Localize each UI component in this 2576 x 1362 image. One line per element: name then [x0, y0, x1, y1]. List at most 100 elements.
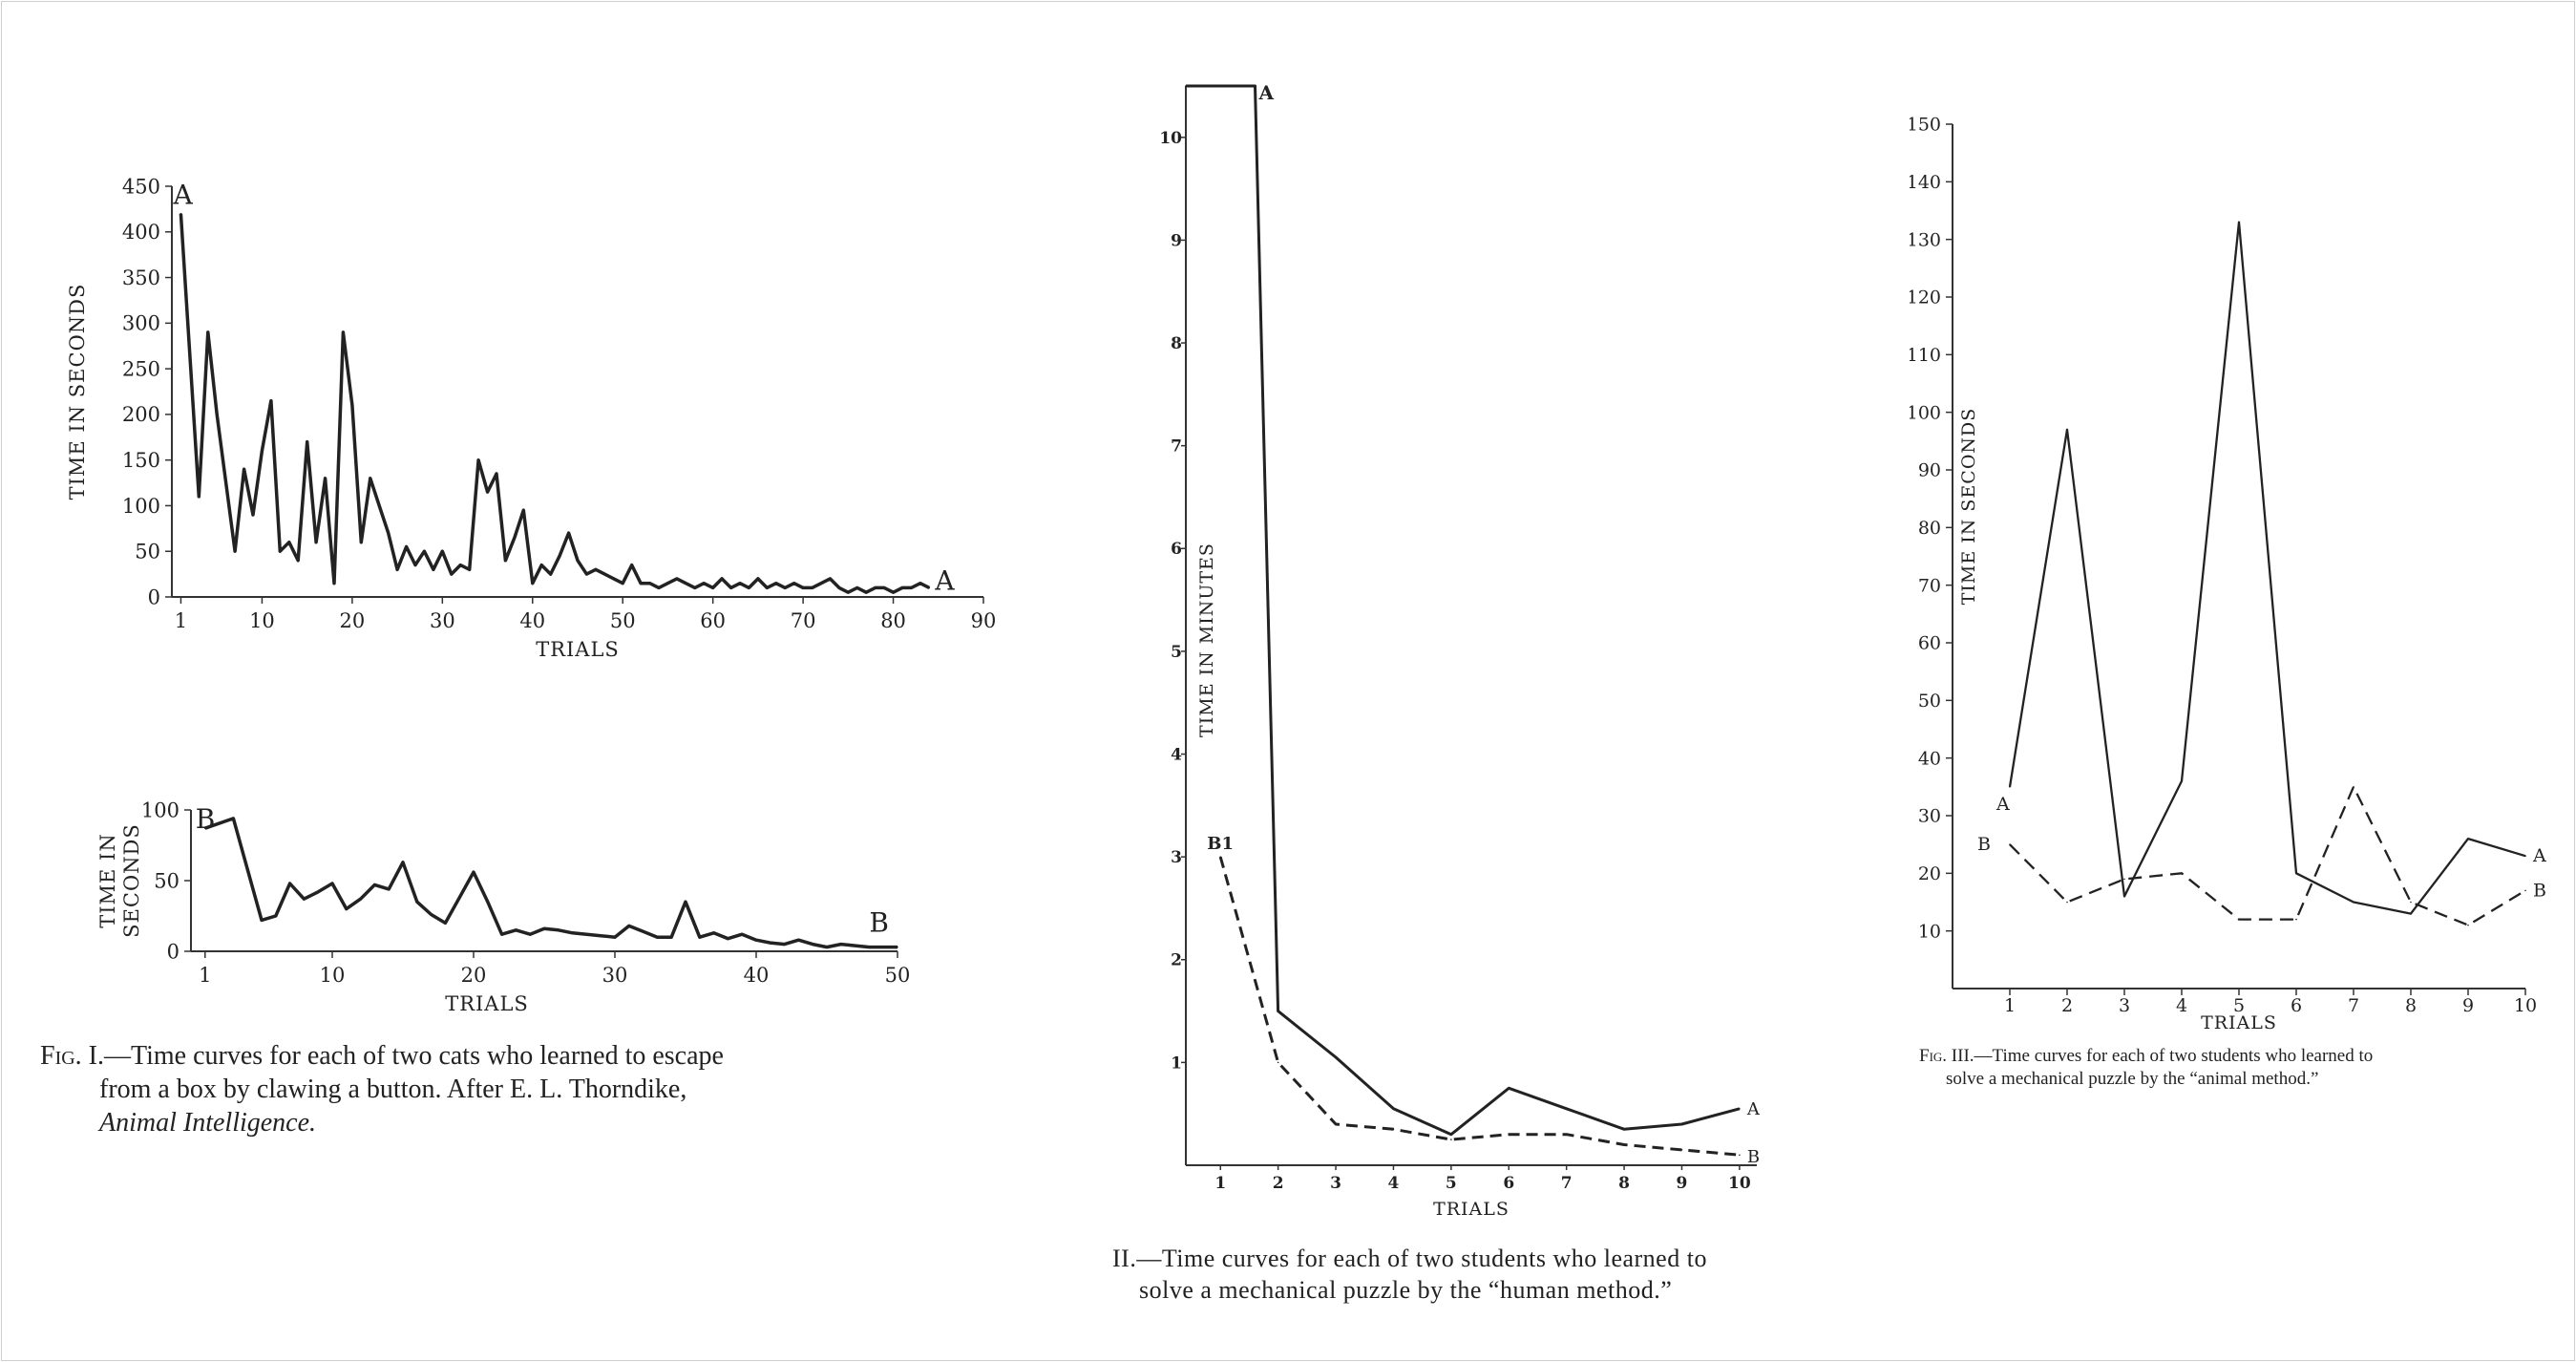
- fig1a-series-line0-point: [774, 582, 777, 585]
- fig1b-series-line0-point: [685, 901, 686, 903]
- fig3-series-a-start-label: A: [1995, 794, 2010, 815]
- fig1a-series-line0-point: [721, 578, 723, 580]
- fig2-series-a-point: [1565, 1108, 1568, 1110]
- fig3-series-b-point: [2238, 918, 2240, 921]
- fig2-x-axis-label: TRIALS: [1433, 1199, 1510, 1220]
- fig2-caption: II.—Time curves for each of two students…: [1112, 1244, 1707, 1306]
- fig3-series-a-line: [2008, 221, 2526, 915]
- fig1a-series-line0-point: [910, 586, 913, 589]
- fig1b-y-tick-label: 100: [141, 798, 179, 821]
- fig1a-series-line0-point: [612, 578, 615, 580]
- fig3-y-tick-label: 80: [1918, 518, 1941, 539]
- fig1b-series-line0-point: [585, 933, 588, 936]
- fig3-series-a-point: [2524, 855, 2526, 858]
- fig2-y-tick-label: 5: [1171, 643, 1182, 662]
- fig2-series-b-point: [1680, 1149, 1683, 1151]
- fig2-x-tick-label: 7: [1561, 1174, 1573, 1193]
- fig1b-y-tick-label: 50: [154, 869, 179, 892]
- fig1b-series-line0-point: [402, 861, 404, 863]
- fig2-series-a-point: [1254, 85, 1256, 87]
- fig3-y-tick-label: 130: [1910, 229, 1941, 250]
- fig1a-x-tick-label: 70: [791, 609, 816, 632]
- fig1b-y-axis-label: SECONDS: [120, 823, 143, 938]
- fig1a-series-line0-point: [433, 568, 434, 571]
- fig3-x-tick-label: 10: [2514, 995, 2537, 1016]
- fig1a-y-tick-label: 0: [148, 585, 160, 608]
- fig1b-series-line0-point: [346, 907, 348, 910]
- fig1a-y-tick-label: 200: [122, 403, 160, 426]
- fig1a-series-line0-point: [423, 550, 426, 553]
- fig3-series-b-point: [2009, 843, 2011, 845]
- fig3-y-tick-label: 40: [1918, 748, 1941, 769]
- fig2-series-b-point: [1623, 1143, 1625, 1146]
- fig1a-series-line0-point: [757, 578, 759, 580]
- fig3-series-b-point: [2467, 924, 2469, 926]
- fig1a-series-line0-point: [928, 586, 931, 589]
- fig1a-series-line0-point: [595, 568, 597, 571]
- fig1a-series-line0-point: [847, 591, 850, 594]
- fig1a-series-line0-point: [531, 582, 534, 585]
- fig3-x-tick-label: 1: [2004, 995, 2016, 1016]
- fig1a-y-tick-label: 300: [122, 312, 160, 335]
- fig1b-x-tick-label: 50: [885, 964, 911, 987]
- fig1a-series-line0-point: [198, 496, 201, 498]
- fig3-series-b-point: [2410, 901, 2412, 904]
- fig1a-series-line0-point: [838, 586, 840, 589]
- fig1a-series-label-start: A: [172, 180, 193, 211]
- fig1-caption-line1: Fig. I.—Time curves for each of two cats…: [40, 1039, 724, 1073]
- fig1a-series-line0-point: [279, 550, 282, 553]
- fig1a-series-line0-point: [703, 582, 706, 585]
- fig2-y-tick-label: 1: [1171, 1053, 1182, 1073]
- fig1a-series-line0-point: [811, 586, 813, 589]
- fig3-x-tick-label: 5: [2233, 995, 2245, 1016]
- fig1a-series-line0-point: [792, 582, 795, 585]
- fig2-series-a-top-label: A: [1257, 81, 1274, 104]
- fig1b-series-line0-point: [868, 946, 871, 948]
- fig3-series-a-point: [2066, 428, 2068, 431]
- fig2-x-tick-label: 4: [1388, 1174, 1400, 1193]
- fig3-x-tick-label: 7: [2348, 995, 2359, 1016]
- fig1b-series-line0-point: [558, 929, 560, 931]
- fig2-x-tick-label: 10: [1728, 1174, 1751, 1193]
- fig3-x-tick-label: 4: [2176, 995, 2187, 1016]
- fig1b-series-line0-point: [882, 946, 884, 948]
- fig1a-series-line0-point: [252, 514, 254, 516]
- fig1a-series-line0-point: [441, 550, 444, 553]
- fig1a-series-line0-point: [297, 559, 300, 562]
- fig1a-series-line0-point: [802, 586, 804, 589]
- fig3-y-tick-label: 100: [1910, 402, 1941, 423]
- fig3-series-a-end-label: A: [2532, 845, 2546, 866]
- fig3-y-tick-label: 50: [1918, 691, 1941, 712]
- fig1-caption-line2: from a box by clawing a button. After E.…: [99, 1075, 687, 1104]
- fig1b-series-line0-point: [770, 942, 771, 944]
- fig1a-series-line0-point: [648, 582, 651, 585]
- fig1a-series-line0-point: [378, 504, 381, 507]
- fig1a-x-tick-label: 50: [610, 609, 636, 632]
- fig3-chart: 1 2 3 4 5 6 7 8 9 10 10 20 30 40 50 60 70 80 90 100 110 120 13…: [1910, 115, 2546, 1032]
- fig1b-series-line0-point: [232, 818, 235, 819]
- fig1b-x-axis-label: TRIALS: [445, 992, 529, 1015]
- fig2-y-tick-label: 10: [1159, 129, 1182, 148]
- fig1b-series-line0-point: [826, 946, 828, 948]
- fig3-series-b-point: [2123, 878, 2125, 881]
- fig3-series-b-point: [2295, 918, 2297, 921]
- fig1a-series-line0-point: [405, 545, 408, 548]
- fig1a-series-line0-point: [567, 532, 570, 534]
- fig1a-series-line0-point: [540, 564, 543, 566]
- fig1a-series-line0-point: [243, 468, 245, 471]
- fig3-series-b-line: [2009, 785, 2526, 926]
- fig1a-x-tick-label: 20: [340, 609, 366, 632]
- fig1a-series-line0-point: [179, 212, 182, 215]
- fig1a-series-line0-point: [216, 414, 219, 415]
- fig1b-series-line0-point: [699, 936, 701, 938]
- fig1a-series-line0-point: [486, 491, 489, 493]
- fig1b-series-line0-point: [571, 931, 574, 934]
- fig1a-series-line0-point: [477, 458, 479, 461]
- fig1a-series-line0-point: [261, 450, 264, 452]
- fig1a-series-line0-point: [315, 541, 317, 543]
- fig2-x-tick-label: 3: [1330, 1174, 1341, 1193]
- fig3-caption-text1: —Time curves for each of two students wh…: [1974, 1046, 2374, 1066]
- fig1a-series-line0-point: [711, 586, 714, 589]
- fig2-series-a-point: [1335, 1056, 1337, 1058]
- fig1b-series-line0-point: [500, 933, 503, 936]
